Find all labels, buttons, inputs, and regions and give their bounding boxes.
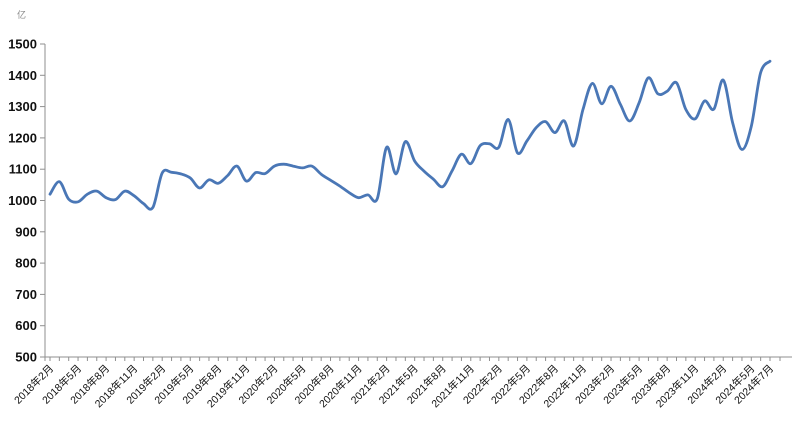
y-axis-tick-label: 800 xyxy=(15,256,37,271)
y-axis-unit-label: 亿 xyxy=(17,10,27,20)
y-axis-tick-label: 500 xyxy=(15,350,37,365)
y-axis-tick-label: 1500 xyxy=(8,37,37,52)
y-axis-tick-label: 900 xyxy=(15,224,37,239)
y-axis-tick-label: 1100 xyxy=(9,162,37,177)
y-axis-tick-label: 1000 xyxy=(8,193,37,208)
y-axis-tick-label: 1400 xyxy=(8,68,37,83)
y-axis-tick-label: 1300 xyxy=(8,99,37,114)
y-axis-tick-label: 600 xyxy=(15,318,37,333)
y-axis-tick-label: 1200 xyxy=(8,130,37,145)
y-axis-tick-label: 700 xyxy=(15,287,37,302)
data-series-line xyxy=(48,59,772,211)
